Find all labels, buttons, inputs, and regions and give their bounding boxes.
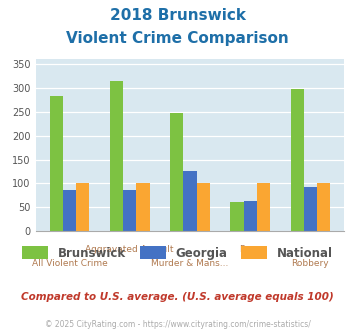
Bar xyxy=(110,81,123,231)
Bar xyxy=(183,171,197,231)
Legend: Brunswick, Georgia, National: Brunswick, Georgia, National xyxy=(22,247,333,260)
Bar xyxy=(317,183,330,231)
Bar xyxy=(304,187,317,231)
Text: Rape: Rape xyxy=(239,245,262,254)
Bar xyxy=(197,183,210,231)
Bar xyxy=(230,202,244,231)
Bar xyxy=(123,189,136,231)
Bar xyxy=(244,201,257,231)
Bar xyxy=(170,113,183,231)
Text: Murder & Mans...: Murder & Mans... xyxy=(151,259,229,268)
Text: Violent Crime Comparison: Violent Crime Comparison xyxy=(66,31,289,46)
Bar xyxy=(63,190,76,231)
Bar xyxy=(50,96,63,231)
Bar xyxy=(257,183,270,231)
Text: © 2025 CityRating.com - https://www.cityrating.com/crime-statistics/: © 2025 CityRating.com - https://www.city… xyxy=(45,320,310,329)
Text: Robbery: Robbery xyxy=(291,259,329,268)
Bar xyxy=(290,89,304,231)
Text: Compared to U.S. average. (U.S. average equals 100): Compared to U.S. average. (U.S. average … xyxy=(21,292,334,302)
Text: Aggravated Assault: Aggravated Assault xyxy=(86,245,174,254)
Text: All Violent Crime: All Violent Crime xyxy=(32,259,107,268)
Bar xyxy=(136,183,149,231)
Text: 2018 Brunswick: 2018 Brunswick xyxy=(109,8,246,23)
Bar xyxy=(76,183,89,231)
